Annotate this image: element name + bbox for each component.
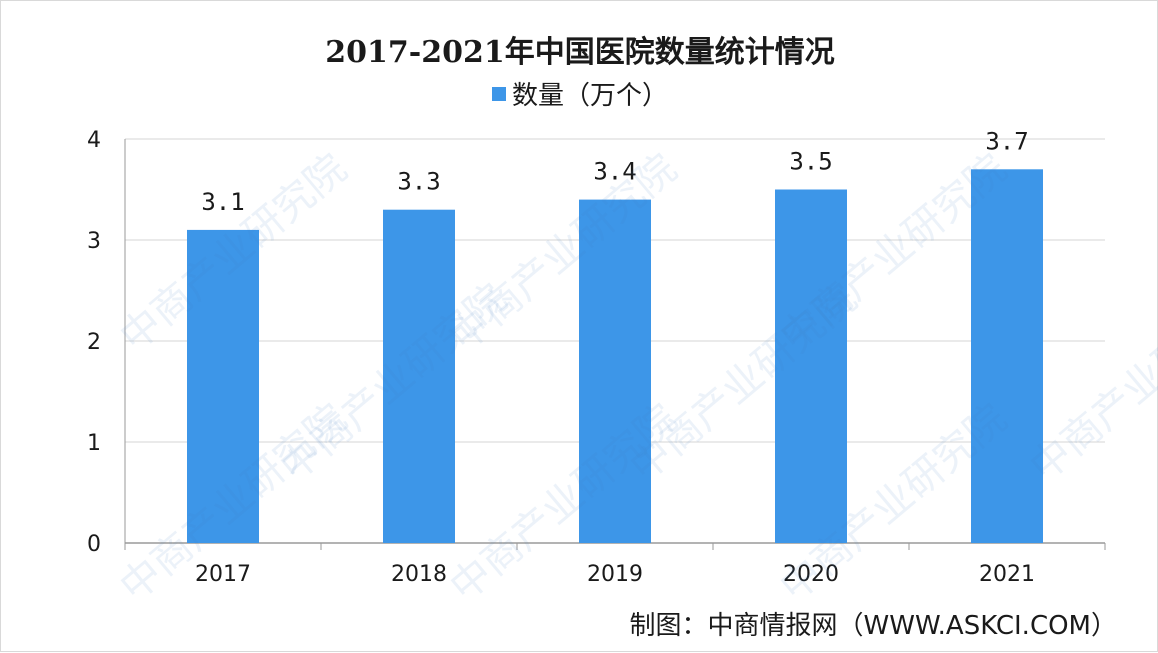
y-tick-label: 4: [87, 128, 101, 153]
data-label: 3.5: [789, 148, 832, 176]
x-tick-label: 2021: [979, 562, 1035, 587]
data-label: 3.7: [985, 127, 1028, 155]
bar-2017: [187, 229, 259, 543]
x-tick-label: 2018: [391, 562, 447, 587]
bar-2020: [775, 189, 847, 543]
legend-swatch: [491, 86, 506, 101]
source-note: 制图：中商情报网（WWW.ASKCI.COM）: [629, 611, 1117, 641]
legend-label: 数量（万个）: [511, 81, 668, 111]
x-tick-label: 2017: [195, 562, 251, 587]
y-tick-label: 0: [87, 532, 101, 557]
bar-2021: [971, 169, 1043, 544]
y-tick-label: 2: [87, 330, 101, 355]
bar-2019: [579, 199, 651, 543]
data-label: 3.3: [397, 168, 440, 196]
bar-2018: [383, 209, 455, 543]
data-label: 3.4: [593, 158, 636, 186]
legend: 数量（万个）: [1, 75, 1158, 112]
data-label: 3.1: [201, 188, 244, 216]
x-tick-label: 2020: [783, 562, 839, 587]
y-tick-label: 3: [87, 229, 101, 254]
x-tick-label: 2019: [587, 562, 643, 587]
y-tick-label: 1: [87, 431, 101, 456]
chart-title: 2017-2021年中国医院数量统计情况: [325, 35, 835, 70]
